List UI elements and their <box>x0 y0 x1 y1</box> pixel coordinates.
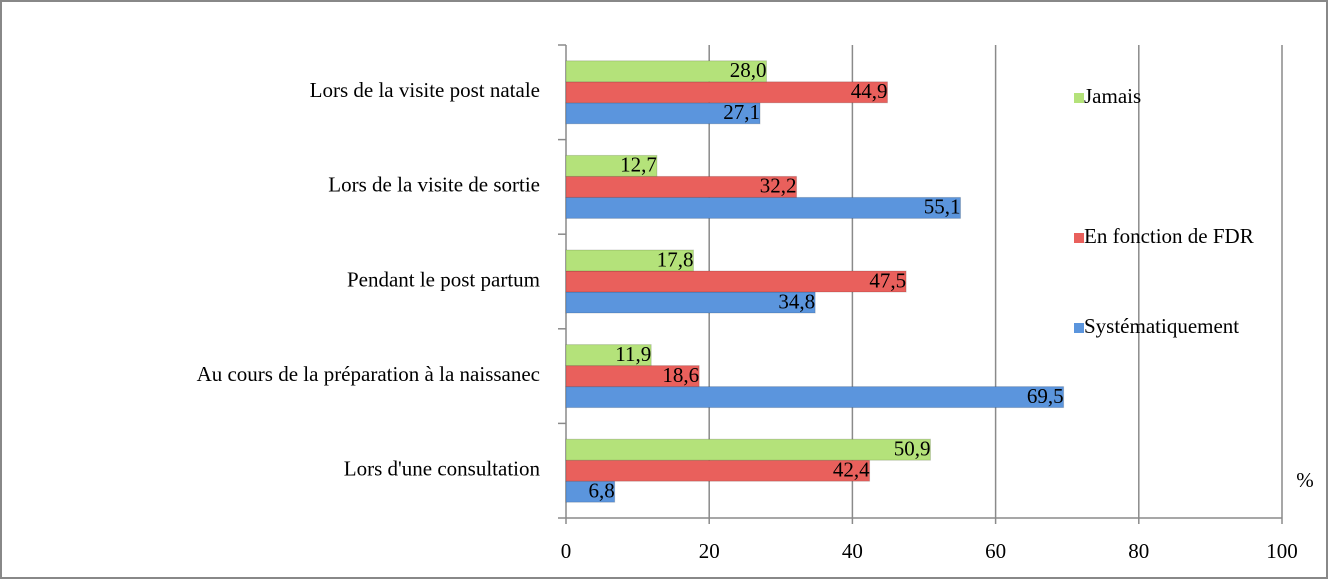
value-label: 18,6 <box>662 363 699 387</box>
y-tick-label: Au cours de la préparation à la naissane… <box>197 362 540 386</box>
legend-swatch <box>1074 323 1084 333</box>
value-label: 28,0 <box>730 58 767 82</box>
legend-swatch <box>1074 233 1084 243</box>
bar <box>565 60 767 83</box>
legend-label: Systématiquement <box>1084 314 1239 338</box>
x-tick-label: 80 <box>1128 539 1149 563</box>
bar <box>565 438 931 461</box>
bar <box>565 154 658 177</box>
bar <box>565 196 962 219</box>
value-label: 55,1 <box>924 195 961 219</box>
y-tick-label: Lors de la visite post natale <box>310 78 540 102</box>
x-axis-label: % <box>1296 468 1314 492</box>
value-label: 42,4 <box>833 458 870 482</box>
value-label: 69,5 <box>1027 384 1064 408</box>
bar <box>565 249 694 272</box>
y-tick-label: Pendant le post partum <box>347 267 540 291</box>
value-label: 11,9 <box>615 342 651 366</box>
bar <box>565 81 888 104</box>
x-tick-label: 0 <box>561 539 572 563</box>
value-label: 50,9 <box>894 437 931 461</box>
value-label: 12,7 <box>620 153 657 177</box>
value-label: 17,8 <box>657 247 694 271</box>
x-tick-label: 60 <box>985 539 1006 563</box>
bar <box>565 175 798 198</box>
value-label: 47,5 <box>869 268 906 292</box>
legend-label: Jamais <box>1084 84 1141 108</box>
value-label: 6,8 <box>588 479 614 503</box>
bar <box>565 386 1065 409</box>
bar <box>565 459 871 482</box>
value-label: 27,1 <box>723 100 760 124</box>
y-tick-label: Lors de la visite de sortie <box>328 173 540 197</box>
bar <box>565 270 907 293</box>
legend-label: En fonction de FDR <box>1084 224 1254 248</box>
value-label: 32,2 <box>760 174 797 198</box>
legend-swatch <box>1074 93 1084 103</box>
x-tick-label: 100 <box>1266 539 1298 563</box>
value-label: 44,9 <box>851 79 888 103</box>
bar <box>565 344 652 367</box>
value-label: 34,8 <box>778 289 815 313</box>
x-tick-label: 40 <box>842 539 863 563</box>
y-tick-label: Lors d'une consultation <box>344 457 541 481</box>
x-tick-label: 20 <box>699 539 720 563</box>
